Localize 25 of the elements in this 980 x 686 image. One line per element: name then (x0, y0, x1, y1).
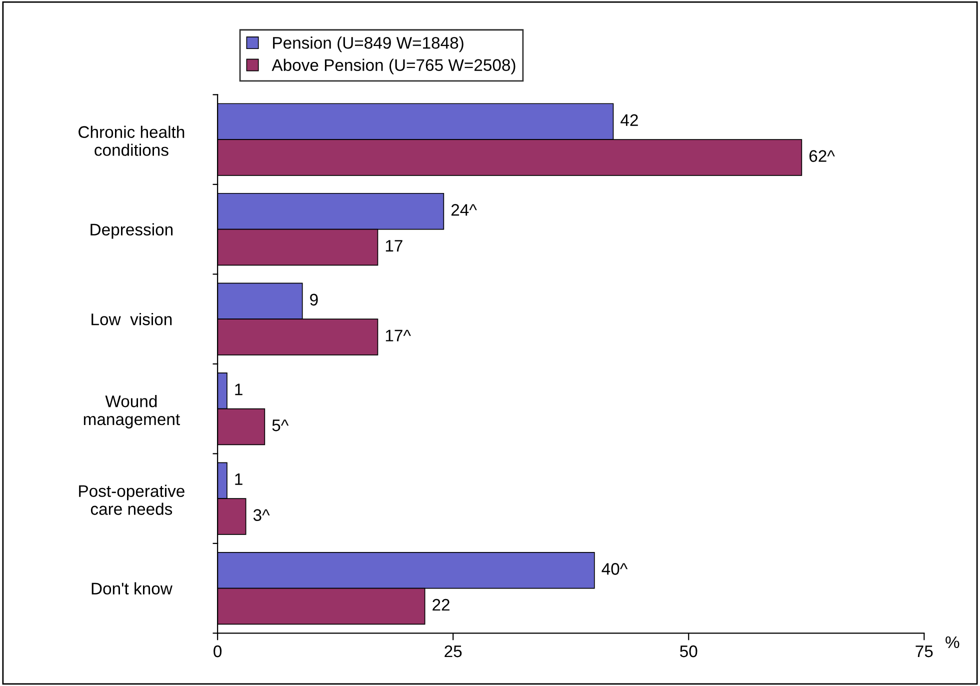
data-label: 17^ (386, 330, 411, 342)
x-axis-title: % (946, 636, 960, 648)
data-label: 9 (310, 294, 318, 306)
y-tick-label: Low vision (92, 313, 172, 326)
data-label: 24^ (451, 204, 477, 216)
x-tick-label: 0 (214, 645, 222, 658)
legend-label: Pension (U=849 W=1848) (273, 36, 464, 52)
data-label: 1 (235, 384, 242, 396)
y-tick-label: Wound management (84, 394, 180, 428)
data-label: 22 (432, 598, 450, 611)
y-tick-label: Chronic health conditions (78, 126, 184, 156)
y-tick-label: Don't know (92, 582, 172, 595)
y-tick-label: Post-operative care needs (79, 484, 184, 515)
data-label: 17 (386, 240, 402, 252)
x-tick-label: 50 (680, 645, 698, 658)
data-label: 40^ (602, 563, 628, 575)
x-tick-label: 25 (444, 645, 462, 658)
x-tick-label: 75 (916, 646, 933, 658)
legend-label: Above Pension (U=765 W=2508) (272, 58, 516, 74)
data-label: 3^ (253, 509, 270, 521)
data-label: 62^ (809, 150, 835, 162)
data-label: 5^ (272, 420, 289, 432)
data-label: 1 (235, 473, 242, 485)
y-tick-label: Depression (90, 223, 173, 239)
data-label: 42 (620, 114, 638, 126)
